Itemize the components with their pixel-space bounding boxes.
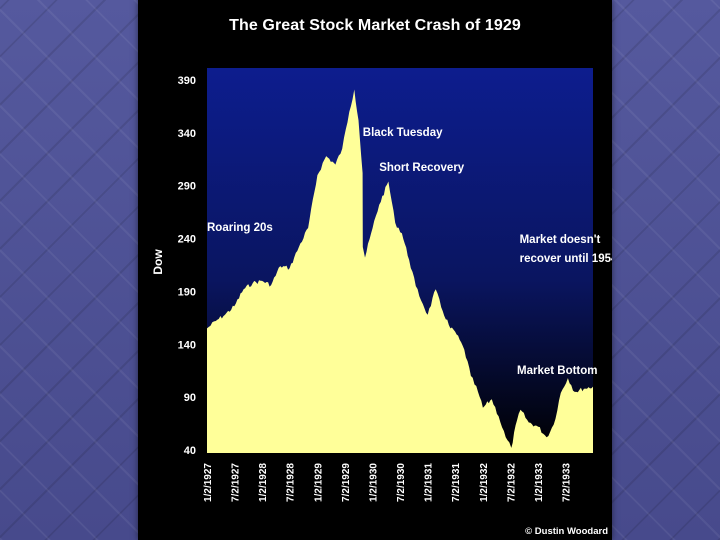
- x-tick-label: 7/2/1932: [506, 463, 517, 502]
- x-tick-label: 1/2/1929: [313, 463, 324, 502]
- x-tick-label: 7/2/1929: [341, 463, 352, 502]
- chart-panel: The Great Stock Market Crash of 1929 390…: [138, 0, 612, 540]
- x-tick-label: 1/2/1933: [534, 463, 545, 502]
- chart-svg: 390 340 290 240 190 140 90 40 1/2/1927 7/2/1927 1…: [151, 68, 612, 502]
- x-tick-label: 1/2/1930: [369, 463, 380, 502]
- series-area: [207, 89, 593, 453]
- x-tick-label: 7/2/1933: [562, 463, 573, 502]
- annotation-label: Black Tuesday: [363, 127, 443, 139]
- credit-text: © Dustin Woodard: [525, 526, 608, 537]
- y-tick-label: 190: [178, 286, 196, 298]
- x-tick-label: 7/2/1930: [396, 463, 407, 502]
- y-tick-label: 290: [178, 181, 196, 193]
- y-tick-label: 40: [184, 445, 196, 457]
- x-tick-label: 7/2/1931: [451, 463, 462, 502]
- annotation-label: recover until 1954: [520, 253, 612, 265]
- y-tick-label: 390: [178, 75, 196, 87]
- x-tick-label: 1/2/1928: [258, 463, 269, 502]
- y-tick-label: 240: [178, 234, 196, 246]
- x-tick-label: 1/2/1932: [479, 463, 490, 502]
- y-tick-label: 340: [178, 128, 196, 140]
- annotation-label: Market doesn't: [520, 234, 601, 246]
- annotation-label: Market Bottom: [517, 365, 598, 377]
- y-tick-label: 140: [178, 339, 196, 351]
- y-axis-label: Dow: [151, 249, 165, 275]
- y-tick-label: 90: [184, 392, 196, 404]
- annotation-label: Roaring 20s: [207, 222, 273, 234]
- chart-title: The Great Stock Market Crash of 1929: [229, 17, 521, 34]
- x-tick-label: 1/2/1931: [424, 463, 435, 502]
- annotation-label: Short Recovery: [379, 162, 465, 174]
- x-tick-label: 1/2/1927: [203, 463, 214, 502]
- x-tick-label: 7/2/1928: [286, 463, 297, 502]
- x-tick-label: 7/2/1927: [230, 463, 241, 502]
